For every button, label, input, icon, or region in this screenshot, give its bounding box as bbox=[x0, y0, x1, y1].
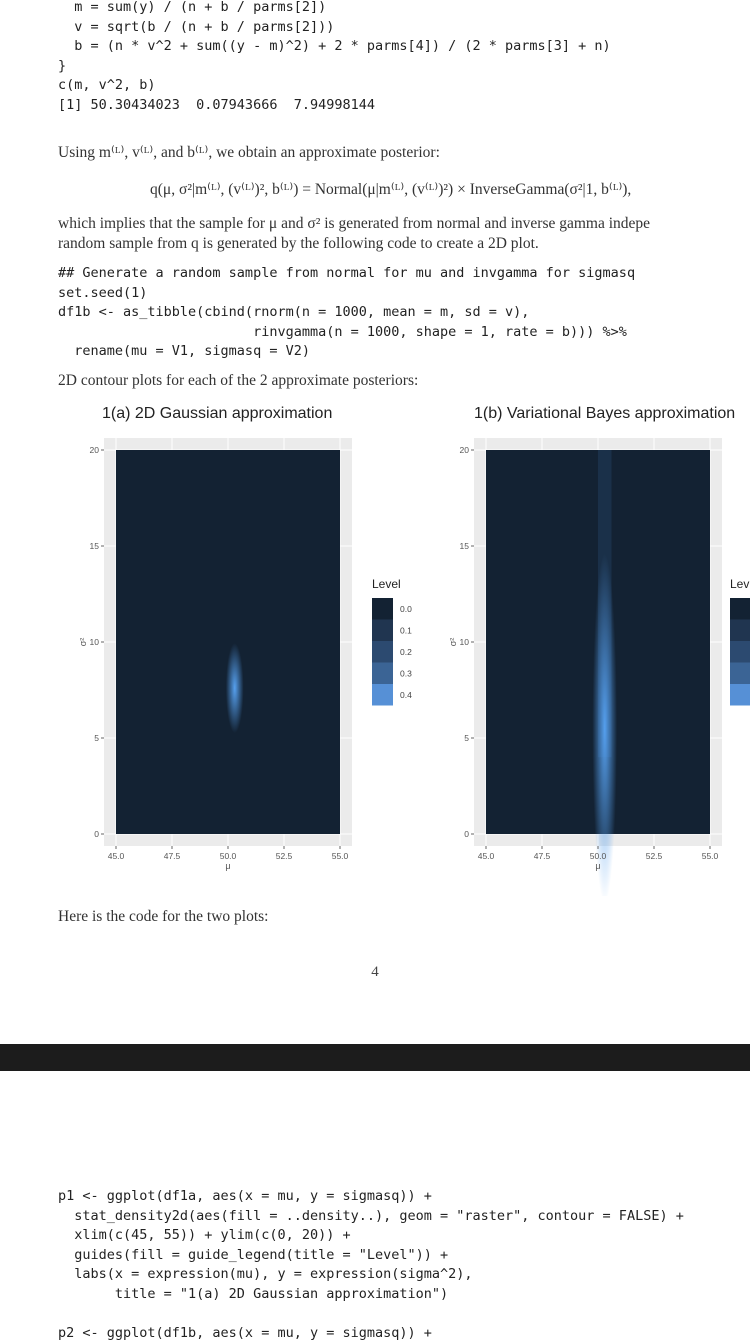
y-tick-label: 5 bbox=[464, 733, 469, 743]
y-tick-label: 15 bbox=[90, 541, 100, 551]
x-tick-label: 45.0 bbox=[478, 851, 495, 861]
legend-label: 0.3 bbox=[400, 669, 412, 679]
y-axis-label: σ² bbox=[448, 638, 458, 647]
x-tick-label: 52.5 bbox=[646, 851, 663, 861]
x-axis-label: μ bbox=[595, 861, 600, 871]
paragraph-plot-code-intro: Here is the code for the two plots: bbox=[58, 908, 269, 925]
density-streak bbox=[597, 450, 612, 758]
code-line: labs(x = expression(mu), y = expression(… bbox=[58, 1266, 473, 1282]
code-line: m = sum(y) / (n + b / parms[2]) bbox=[58, 0, 327, 15]
posterior-equation: q(μ, σ²|m⁽ᴸ⁾, (v⁽ᴸ⁾)², b⁽ᴸ⁾) = Normal(μ|… bbox=[150, 181, 632, 198]
code-line: df1b <- as_tibble(cbind(rnorm(n = 1000, … bbox=[58, 304, 530, 320]
y-axis-label: σ² bbox=[78, 638, 88, 647]
legend-swatch bbox=[372, 684, 393, 706]
paragraph-sample-line2: random sample from q is generated by the… bbox=[58, 235, 539, 252]
paragraph-contour-intro: 2D contour plots for each of the 2 appro… bbox=[58, 372, 419, 389]
legend-label: 0.1 bbox=[400, 626, 412, 636]
chart-title: 1(b) Variational Bayes approximation bbox=[474, 405, 735, 422]
x-tick-label: 55.0 bbox=[332, 851, 349, 861]
paragraph-sample-line1: which implies that the sample for μ and … bbox=[58, 215, 651, 232]
y-tick-label: 0 bbox=[94, 829, 99, 839]
code-line: ## Generate a random sample from normal … bbox=[58, 265, 636, 281]
legend-swatch bbox=[730, 641, 750, 663]
x-tick-label: 47.5 bbox=[534, 851, 551, 861]
page-number: 4 bbox=[371, 964, 379, 980]
code-line: rinvgamma(n = 1000, shape = 1, rate = b)… bbox=[58, 323, 627, 340]
legend-swatch bbox=[372, 598, 393, 620]
code-line: stat_density2d(aes(fill = ..density..), … bbox=[58, 1207, 684, 1224]
code-line: } bbox=[58, 57, 67, 74]
x-tick-label: 52.5 bbox=[276, 851, 293, 861]
x-axis-label: μ bbox=[225, 861, 230, 871]
y-tick-label: 20 bbox=[90, 445, 100, 455]
code-line: v = sqrt(b / (n + b / parms[2])) bbox=[58, 18, 335, 35]
code-line: c(m, v^2, b) bbox=[58, 77, 156, 93]
legend-title: Level bbox=[372, 577, 401, 591]
legend-swatch bbox=[730, 662, 750, 684]
chart-variational-bayes-approximation: 1(b) Variational Bayes approximation 45.0… bbox=[448, 405, 750, 896]
x-tick-label: 50.0 bbox=[220, 851, 237, 861]
code-line: set.seed(1) bbox=[58, 284, 148, 301]
code-line: p2 <- ggplot(df1b, aes(x = mu, y = sigma… bbox=[58, 1324, 432, 1341]
legend-swatch bbox=[372, 641, 393, 663]
legend-swatch bbox=[372, 662, 393, 684]
code-line: p1 <- ggplot(df1a, aes(x = mu, y = sigma… bbox=[58, 1188, 432, 1204]
legend-swatch bbox=[730, 619, 750, 641]
x-tick-label: 50.0 bbox=[590, 851, 607, 861]
y-tick-label: 5 bbox=[94, 733, 99, 743]
y-tick-label: 20 bbox=[460, 445, 470, 455]
chart-title: 1(a) 2D Gaussian approximation bbox=[102, 405, 332, 422]
code-line: [1] 50.30434023 0.07943666 7.94998144 bbox=[58, 96, 375, 113]
legend-label: 0.4 bbox=[400, 690, 412, 700]
density-peak bbox=[225, 643, 244, 734]
density-peak bbox=[592, 553, 618, 896]
code-line: rename(mu = V1, sigmasq = V2) bbox=[58, 343, 310, 359]
code-line: guides(fill = guide_legend(title = "Leve… bbox=[58, 1246, 449, 1263]
y-tick-label: 10 bbox=[460, 637, 470, 647]
legend-swatch bbox=[730, 684, 750, 706]
x-tick-label: 55.0 bbox=[702, 851, 719, 861]
legend-label: 0.2 bbox=[400, 647, 412, 657]
legend-label: 0.0 bbox=[400, 604, 412, 614]
legend-swatch bbox=[730, 598, 750, 620]
code-line: title = "1(a) 2D Gaussian approximation"… bbox=[58, 1285, 449, 1302]
y-tick-label: 0 bbox=[464, 829, 469, 839]
y-tick-label: 15 bbox=[460, 541, 470, 551]
legend-title: Lev bbox=[730, 577, 749, 591]
density-raster bbox=[116, 450, 340, 834]
page-break-divider bbox=[0, 1044, 750, 1071]
code-line: xlim(c(45, 55)) + ylim(c(0, 20)) + bbox=[58, 1227, 351, 1243]
legend-swatch bbox=[372, 619, 393, 641]
paragraph-posterior-intro: Using m⁽ᴸ⁾, v⁽ᴸ⁾, and b⁽ᴸ⁾, we obtain an… bbox=[58, 144, 440, 161]
x-tick-label: 47.5 bbox=[164, 851, 181, 861]
y-tick-label: 10 bbox=[90, 637, 100, 647]
x-tick-label: 45.0 bbox=[108, 851, 125, 861]
code-line: b = (n * v^2 + sum((y - m)^2) + 2 * parm… bbox=[58, 38, 611, 54]
